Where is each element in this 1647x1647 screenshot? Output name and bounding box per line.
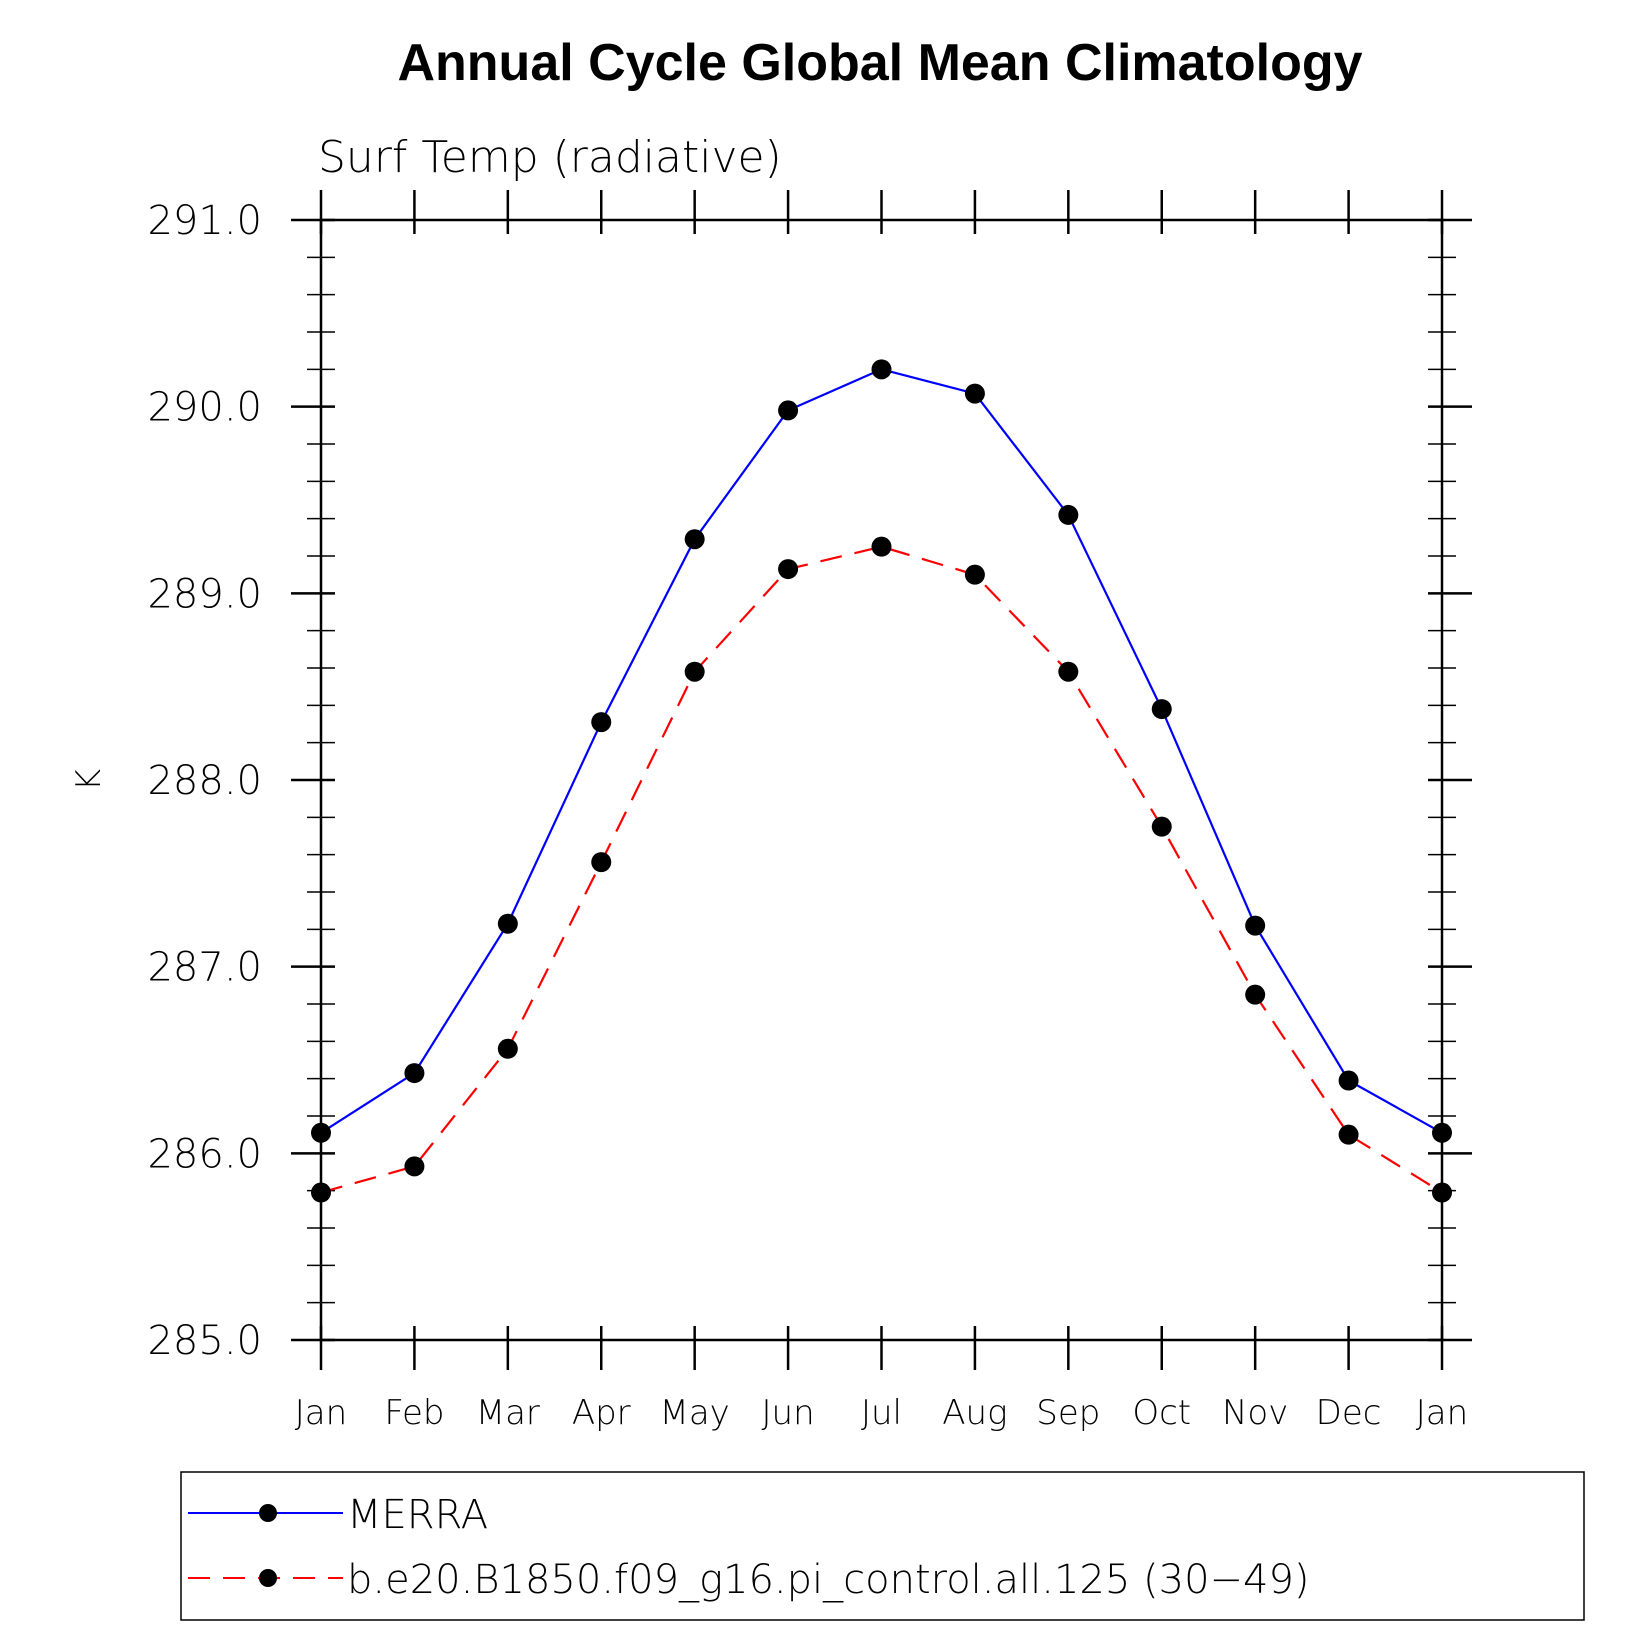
series-1-point bbox=[1058, 661, 1079, 682]
series-0-point bbox=[964, 383, 985, 404]
chart-subtitle: Surf Temp (radiative) bbox=[318, 132, 782, 183]
y-tick-labels: 285.0 286.0 287.0 288.0 289.0 290.0 291.0 bbox=[147, 198, 262, 1364]
series-0-point bbox=[1245, 915, 1266, 936]
series-0-point bbox=[311, 1122, 331, 1143]
series-0-point bbox=[591, 712, 612, 733]
legend-label-merra: MERRA bbox=[347, 1492, 488, 1538]
x-tick-label: Jun bbox=[762, 1393, 815, 1433]
x-tick-label: May bbox=[660, 1393, 730, 1433]
y-axis-label: K bbox=[69, 769, 109, 791]
y-tick-label: 291.0 bbox=[147, 198, 262, 244]
x-tick-labels: Jan Feb Mar Apr May Jun Jul Aug Sep Oct Nov Dec Jan bbox=[295, 1393, 1468, 1433]
series-1-point bbox=[1245, 984, 1266, 1005]
series-1-point bbox=[404, 1156, 425, 1177]
x-tick-label: Apr bbox=[572, 1393, 631, 1433]
y-tick-label: 288.0 bbox=[147, 758, 262, 804]
series-0-point bbox=[1058, 504, 1079, 525]
x-tick-label: Mar bbox=[476, 1393, 540, 1433]
series-1-point bbox=[871, 536, 892, 557]
x-tick-label: Jan bbox=[295, 1393, 347, 1433]
legend-label-control: b.e20.B1850.f09_g16.pi_control.all.125 (… bbox=[347, 1557, 1310, 1603]
series-0-point bbox=[1432, 1122, 1452, 1143]
x-tick-label: Nov bbox=[1222, 1393, 1288, 1433]
series-0-point bbox=[1151, 699, 1172, 720]
legend-marker-control bbox=[259, 1569, 277, 1587]
series-1-point bbox=[964, 564, 985, 585]
y-tick-label: 290.0 bbox=[147, 385, 262, 431]
series-layer bbox=[311, 359, 1452, 1203]
y-tick-label: 289.0 bbox=[147, 571, 262, 617]
series-1-point bbox=[1151, 816, 1172, 837]
series-line-1 bbox=[320, 545, 1443, 1194]
x-tick-label: Sep bbox=[1036, 1393, 1100, 1433]
y-tick-label: 286.0 bbox=[147, 1131, 262, 1177]
series-1-point bbox=[684, 661, 705, 682]
legend: MERRA b.e20.B1850.f09_g16.pi_control.all… bbox=[180, 1471, 1585, 1621]
series-1-point bbox=[497, 1038, 518, 1059]
series-1-point bbox=[1338, 1124, 1359, 1145]
plot-frame bbox=[319, 218, 1444, 1342]
series-1-point bbox=[1432, 1182, 1452, 1203]
chart-title: Annual Cycle Global Mean Climatology bbox=[397, 34, 1362, 92]
y-tick-label: 287.0 bbox=[147, 945, 262, 991]
x-tick-label: Oct bbox=[1132, 1393, 1191, 1433]
series-0-point bbox=[778, 400, 799, 421]
series-line-0 bbox=[320, 368, 1443, 1134]
series-1-point bbox=[311, 1182, 331, 1203]
x-ticks bbox=[319, 190, 1444, 1370]
series-0-point bbox=[404, 1063, 425, 1084]
x-tick-label: Dec bbox=[1316, 1393, 1382, 1433]
x-tick-label: Jul bbox=[861, 1393, 902, 1433]
series-0-point bbox=[684, 529, 705, 550]
series-1-point bbox=[591, 852, 612, 873]
x-tick-label: Jan bbox=[1416, 1393, 1468, 1433]
x-tick-label: Feb bbox=[384, 1393, 444, 1433]
y-ticks bbox=[291, 218, 1472, 1342]
series-1-point bbox=[778, 559, 799, 580]
series-0-point bbox=[871, 359, 892, 380]
x-tick-label: Aug bbox=[942, 1393, 1007, 1433]
legend-marker-merra bbox=[259, 1504, 277, 1522]
legend-box bbox=[180, 1471, 1585, 1621]
series-0-point bbox=[497, 913, 518, 934]
y-tick-label: 285.0 bbox=[147, 1318, 262, 1364]
series-0-point bbox=[1338, 1070, 1359, 1091]
